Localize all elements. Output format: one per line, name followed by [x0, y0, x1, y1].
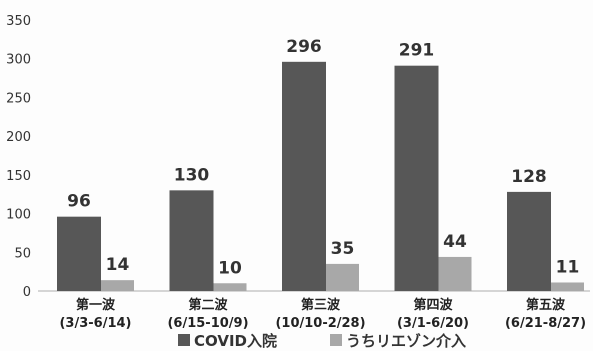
legend-swatch: [178, 334, 190, 346]
y-tick-label: 50: [14, 246, 31, 261]
x-category-label: 第五波: [526, 297, 566, 313]
x-category-label: 第三波: [301, 297, 341, 313]
data-label: 14: [106, 255, 130, 275]
x-category-period-label: (3/1-6/20): [397, 316, 469, 331]
data-label: 128: [511, 167, 547, 187]
x-category-label: 第一波: [76, 297, 116, 313]
bar-covid-admission: [169, 190, 214, 291]
y-tick-label: 350: [6, 14, 31, 29]
bar-covid-admission: [394, 65, 439, 291]
bar-liaison-intervention: [101, 280, 134, 291]
data-label: 291: [399, 41, 435, 61]
data-label: 130: [174, 165, 210, 185]
bar-liaison-intervention: [438, 256, 472, 291]
x-category-label: 第四波: [413, 297, 453, 313]
x-category-period-label: (6/15-10/9): [167, 316, 248, 331]
data-label: 10: [218, 258, 242, 278]
y-tick-label: 0: [23, 285, 31, 300]
bar-covid-admission: [282, 61, 326, 291]
bar-liaison-intervention: [326, 263, 359, 291]
bar-covid-admission: [57, 216, 101, 291]
x-category-period-label: (10/10-2/28): [275, 316, 365, 331]
x-category-period-label: (6/21-8/27): [505, 316, 586, 331]
data-label: 44: [443, 232, 467, 252]
y-tick-label: 200: [6, 130, 31, 145]
legend-label: COVID入院: [194, 332, 277, 350]
data-label: 35: [331, 239, 355, 259]
data-label: 96: [67, 192, 91, 212]
y-tick-label: 250: [6, 91, 31, 106]
data-label: 296: [286, 37, 322, 57]
y-tick-label: 150: [6, 169, 31, 184]
bar-liaison-intervention: [213, 283, 247, 291]
x-category-label: 第二波: [188, 297, 228, 313]
y-tick-label: 300: [6, 53, 31, 68]
y-tick-label: 100: [6, 208, 31, 223]
legend-label: うちリエゾン介入: [346, 332, 466, 350]
legend-swatch: [330, 334, 342, 346]
data-label: 11: [556, 257, 580, 277]
bar-covid-admission: [507, 191, 551, 291]
bar-liaison-intervention: [551, 282, 584, 291]
x-category-period-label: (3/3-6/14): [59, 316, 131, 331]
